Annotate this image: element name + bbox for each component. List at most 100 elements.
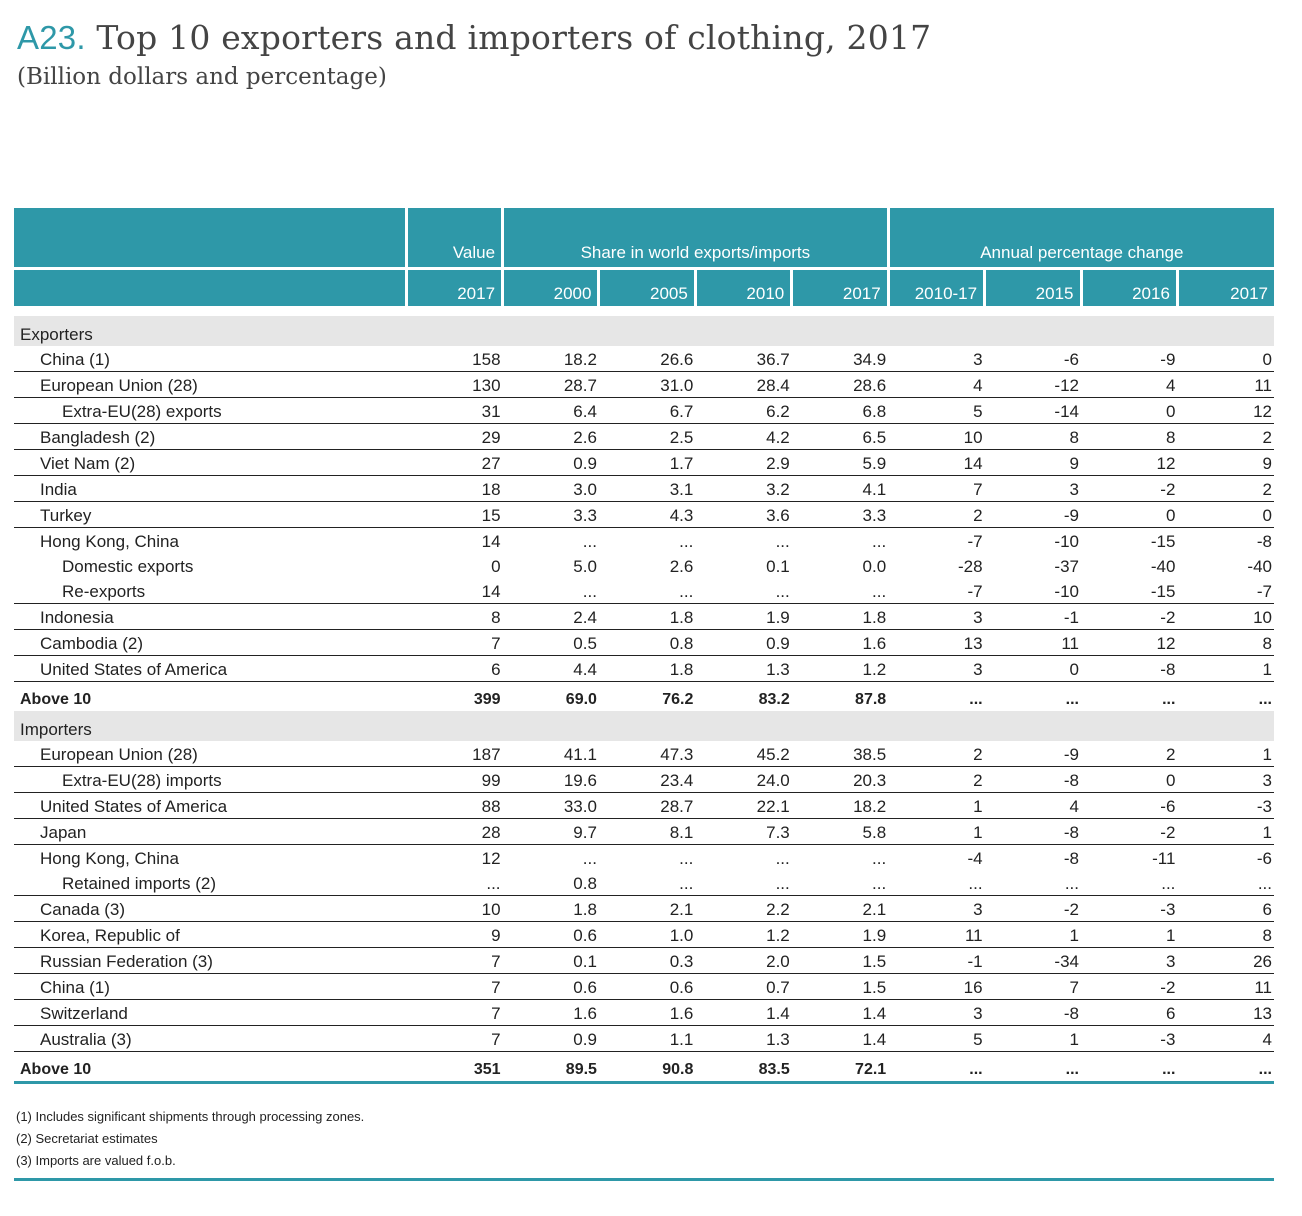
row-label: Domestic exports — [62, 557, 194, 576]
cell: 4 — [888, 371, 985, 398]
cell: 5.0 — [573, 557, 597, 576]
cell: 0 — [1177, 501, 1274, 528]
table-row: Extra-EU(28) imports 99 19.6 23.4 24.0 20.3 2-… — [14, 766, 1274, 793]
cell: 4.3 — [598, 501, 696, 528]
cell: 0 — [984, 655, 1081, 682]
row-label: Korea, Republic of — [14, 921, 407, 948]
cell: 4 — [1177, 1025, 1274, 1052]
cell: 31 — [406, 397, 503, 424]
cell: -8 — [1256, 532, 1272, 551]
cell: -40 — [1150, 557, 1176, 576]
cell: -8 — [1081, 655, 1178, 682]
cell: 7 — [406, 629, 503, 656]
header-change: Annual percentage change — [886, 208, 1274, 269]
cell: 2.5 — [598, 423, 696, 450]
cell: 2 — [1081, 741, 1178, 767]
cell: -11 — [1152, 849, 1176, 868]
total-cell: 399 — [473, 691, 501, 708]
cell: 2 — [888, 501, 985, 528]
cell: 2.2 — [695, 895, 792, 922]
cell: ... — [695, 870, 792, 896]
row-label: Bangladesh (2) — [14, 423, 407, 450]
title-text: Top 10 exporters and importers of clothi… — [96, 18, 932, 57]
cell: 158 — [406, 346, 503, 372]
cell: 1.3 — [695, 1025, 792, 1052]
table-row: United States of America 88 33.0 28.7 22.1 18… — [14, 792, 1274, 819]
cell: 11 — [1177, 371, 1274, 398]
cell: 1 — [1177, 741, 1274, 767]
exporters-total-row: Above 10 399 69.0 76.2 83.2 87.8............ — [14, 682, 1274, 712]
cell: 1.8 — [791, 603, 889, 630]
row-label: China (1) — [14, 973, 407, 1000]
cell: ... — [406, 870, 503, 896]
cell: 1.6 — [791, 629, 889, 656]
row-label: European Union (28) — [14, 371, 407, 398]
cell: 0.8 — [502, 870, 599, 896]
table-row: Domestic exports 0 5.0 2.6 0.1 0.0 -28 -37 -40 -4… — [14, 553, 1274, 578]
cell: 7 — [984, 973, 1081, 1000]
table-row: Japan 28 9.7 8.1 7.3 5.8 1 -8 -2 1 — [14, 818, 1274, 845]
table-row: China (1) 158 18.2 26.6 36.7 34.9 3 -6 -9 0 — [14, 346, 1274, 372]
cell: 22.1 — [695, 792, 792, 819]
cell: 0.9 — [695, 629, 792, 656]
cell: 2 — [1177, 475, 1274, 502]
cell: 33.0 — [502, 792, 599, 819]
cell: 2 — [888, 741, 985, 767]
cell: 130 — [406, 371, 503, 398]
cell: 13 — [1177, 999, 1274, 1026]
cell: 6.8 — [791, 397, 889, 424]
table-row: Extra-EU(28) exports 31 6.4 6.7 6.2 6.8 5 -14 0 1… — [14, 397, 1274, 424]
total-cell: 83.5 — [695, 1051, 792, 1084]
cell: 2 — [888, 766, 985, 793]
cell: 5.9 — [791, 449, 889, 476]
cell: 1.5 — [791, 973, 889, 1000]
total-cell: ... — [1065, 691, 1079, 708]
cell: 1.5 — [791, 947, 889, 974]
footnotes: (1) Includes significant shipments throu… — [16, 1106, 364, 1172]
total-cell: ... — [969, 691, 983, 708]
cell: 9 — [1177, 449, 1274, 476]
cell: 14 — [481, 532, 501, 551]
header-year: 2016 — [1079, 267, 1178, 306]
cell: -28 — [958, 557, 983, 576]
cell: ... — [598, 578, 696, 604]
header-year: 2005 — [597, 267, 696, 306]
cell: -14 — [984, 397, 1081, 424]
cell: 12 — [1081, 629, 1178, 656]
cell: 18 — [406, 475, 503, 502]
cell: 1.8 — [598, 603, 696, 630]
cell: 1 — [888, 792, 985, 819]
cell: 11 — [984, 629, 1081, 656]
table-row: China (1) 7 0.6 0.6 0.7 1.5 16 7 -2 11 — [14, 973, 1274, 1000]
exporters-section-header: Exporters — [14, 316, 1274, 346]
cell: -1 — [984, 603, 1081, 630]
cell: 24.0 — [695, 766, 792, 793]
cell: -7 — [1177, 578, 1274, 604]
cell: 8.1 — [598, 818, 696, 845]
cell: 187 — [406, 741, 503, 767]
cell: 0.7 — [695, 973, 792, 1000]
total-cell: ... — [1258, 691, 1272, 708]
row-label: European Union (28) — [14, 741, 407, 767]
cell: 3 — [984, 475, 1081, 502]
cell: 6.5 — [791, 423, 889, 450]
cell: 34.9 — [791, 346, 889, 372]
cell: -8 — [984, 766, 1081, 793]
total-cell: 351 — [406, 1051, 503, 1084]
total-cell: ... — [888, 1051, 985, 1084]
cell: 3.3 — [502, 501, 599, 528]
table-row: Re-exports 14............ -7 -10 -15 -7 — [14, 578, 1274, 604]
cell: 28.4 — [695, 371, 792, 398]
cell: 8 — [406, 603, 503, 630]
cell: 0.0 — [862, 557, 887, 576]
cell: 4 — [1081, 371, 1178, 398]
row-label: Indonesia — [14, 603, 407, 630]
table-row: Indonesia 8 2.4 1.8 1.9 1.8 3 -1 -2 10 — [14, 603, 1274, 630]
cell: 41.1 — [502, 741, 599, 767]
bottom-rule — [14, 1178, 1274, 1181]
cell: 12 — [1177, 397, 1274, 424]
row-label: Viet Nam (2) — [14, 449, 407, 476]
header-value: Value — [404, 208, 503, 269]
cell: 0 — [491, 557, 501, 576]
table-row: Bangladesh (2) 29 2.6 2.5 4.2 6.5 10 8 8 2 — [14, 423, 1274, 450]
